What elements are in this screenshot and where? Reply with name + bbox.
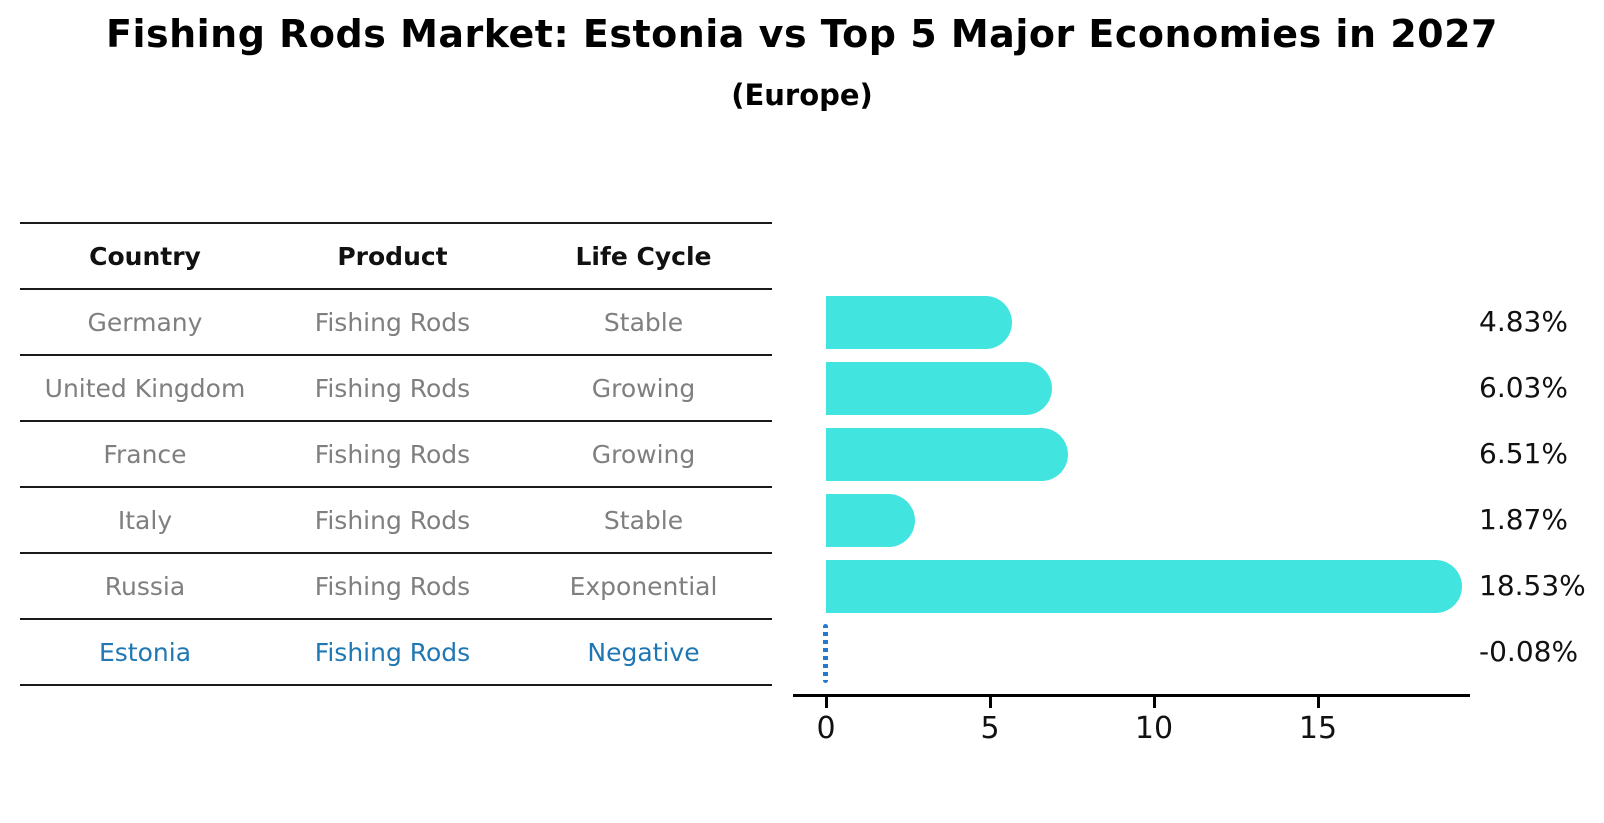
table-header-row: Country Product Life Cycle [20, 224, 772, 290]
x-tick-mark-5 [988, 697, 992, 708]
cell-life-cycle: Stable [603, 505, 684, 535]
cell-life-cycle: Growing [591, 439, 696, 469]
column-header-life-cycle: Life Cycle [575, 241, 712, 271]
table-row-france: France Fishing Rods Growing [20, 422, 772, 488]
table-row-united-kingdom: United Kingdom Fishing Rods Growing [20, 356, 772, 422]
chart-title: Fishing Rods Market: Estonia vs Top 5 Ma… [105, 12, 1498, 56]
x-tick-mark-10 [1152, 697, 1156, 708]
x-tick-label-15: 15 [1298, 711, 1338, 746]
value-label-russia: 18.53% [1479, 568, 1586, 602]
cell-life-cycle: Exponential [569, 571, 718, 601]
cell-country: France [103, 439, 187, 469]
cell-product: Fishing Rods [314, 571, 471, 601]
column-header-product: Product [337, 241, 448, 271]
value-label-united-kingdom: 6.03% [1479, 370, 1568, 404]
table-row-italy: Italy Fishing Rods Stable [20, 488, 772, 554]
bar-russia [826, 559, 1462, 613]
cell-country: Estonia [98, 637, 192, 667]
value-label-germany: 4.83% [1479, 304, 1568, 338]
cell-product: Fishing Rods [314, 439, 471, 469]
cell-life-cycle: Negative [587, 637, 700, 667]
table-row-estonia: Estonia Fishing Rods Negative [20, 620, 772, 686]
cell-life-cycle: Stable [603, 307, 684, 337]
bar-united-kingdom [826, 361, 1052, 415]
value-label-italy: 1.87% [1479, 502, 1568, 536]
bar-italy [826, 493, 916, 547]
cell-product: Fishing Rods [314, 505, 471, 535]
cell-life-cycle: Growing [591, 373, 696, 403]
bar-germany [826, 295, 1013, 349]
bar-france [826, 427, 1068, 481]
cell-product: Fishing Rods [314, 307, 471, 337]
cell-product: Fishing Rods [314, 637, 471, 667]
table-row-russia: Russia Fishing Rods Exponential [20, 554, 772, 620]
highlight-zero-marker-estonia [823, 623, 828, 683]
x-axis-line [793, 694, 1470, 697]
value-label-estonia: -0.08% [1479, 634, 1579, 668]
country-table: Country Product Life Cycle Germany Fishi… [20, 222, 772, 686]
table-row-germany: Germany Fishing Rods Stable [20, 290, 772, 356]
x-tick-mark-0 [824, 697, 828, 708]
value-label-france: 6.51% [1479, 436, 1568, 470]
cell-product: Fishing Rods [314, 373, 471, 403]
chart-subtitle: (Europe) [731, 78, 873, 112]
cell-country: Germany [87, 307, 203, 337]
cell-country: United Kingdom [44, 373, 246, 403]
x-tick-label-10: 10 [1134, 711, 1174, 746]
column-header-country: Country [89, 241, 201, 271]
x-tick-mark-15 [1316, 697, 1320, 708]
x-tick-label-0: 0 [816, 711, 836, 746]
cell-country: Russia [104, 571, 186, 601]
cell-country: Italy [117, 505, 173, 535]
x-tick-label-5: 5 [980, 711, 1000, 746]
